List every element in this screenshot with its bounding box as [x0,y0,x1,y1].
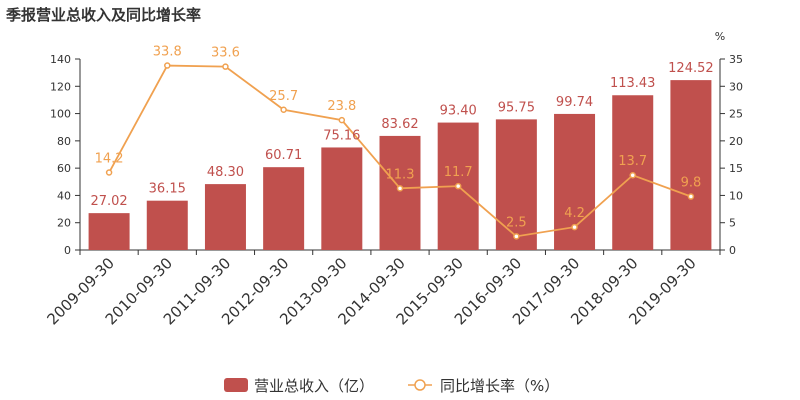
y-right-tick-label: 35 [729,53,743,66]
y-right-tick-label: 20 [729,135,743,148]
y-left-tick-label: 60 [57,162,71,175]
line-value-label: 11.7 [444,165,473,180]
y-left-tick-label: 100 [50,108,71,121]
line-value-label: 4.2 [564,206,585,221]
bar-value-label: 95.75 [498,100,535,115]
line-point [513,233,520,240]
data-labels: 27.02 36.15 48.30 60.71 75.16 83.62 93.40 95.75… [90,45,713,231]
line-point [164,62,171,69]
bar-value-label: 83.62 [381,117,418,132]
bar-series [88,80,712,250]
bar-value-label: 93.40 [440,104,477,119]
bar [321,147,363,250]
line-value-label: 33.6 [211,46,240,61]
y-right-tick-label: 0 [729,244,736,257]
line-point [280,106,287,114]
line-series [105,62,695,240]
bar [379,135,421,250]
legend-bar-swatch [224,378,248,392]
line-value-label: 13.7 [618,154,647,169]
bar [263,167,305,250]
y-left-tick-label: 120 [50,80,71,93]
bar [146,200,188,250]
line-point [454,182,462,190]
line-point [571,223,578,231]
line-value-label: 25.7 [269,89,298,104]
bar [495,119,537,250]
line-value-label: 11.3 [386,167,415,182]
y-left-tick-label: 140 [50,53,71,66]
bar-value-label: 113.43 [610,76,656,91]
bar-value-label: 48.30 [207,165,244,180]
legend-line-marker [414,379,426,391]
line-point [396,185,404,192]
bar [670,80,712,250]
y-left-tick-label: 80 [57,135,71,148]
legend-line-label: 同比增长率（%） [440,377,559,395]
bar-value-label: 60.71 [265,148,302,163]
legend: 营业总收入（亿） 同比增长率（%） [224,377,559,395]
y-right-tick-label: 10 [729,189,743,202]
y-right-tick-label: 5 [729,217,736,230]
line-point [105,169,113,176]
y-left-tick-label: 40 [57,189,71,202]
y-left-tick-label: 20 [57,217,71,230]
y-right-tick-label: 15 [729,162,743,175]
bar-value-label: 99.74 [556,95,593,110]
bar-value-label: 124.52 [668,61,714,76]
bar [204,184,246,250]
y-right-tick-label: 25 [729,108,743,121]
line-point [687,193,695,200]
chart-title: 季报营业总收入及同比增长率 [6,6,202,24]
line-value-label: 9.8 [681,176,702,191]
bar-value-label: 36.15 [149,182,186,197]
legend-bar-label: 营业总收入（亿） [254,377,374,395]
line-point [629,171,636,179]
line-value-label: 33.8 [153,45,182,60]
line-value-label: 14.2 [95,152,124,167]
line-point [222,63,229,70]
line-value-label: 2.5 [506,215,527,230]
bar-value-label: 75.16 [323,128,360,143]
y-left-tick-label: 0 [64,244,71,257]
line-point [338,116,346,124]
bar [88,213,130,250]
bar-value-label: 27.02 [90,194,127,209]
y-right-unit: % [715,30,725,43]
line-value-label: 23.8 [327,99,356,114]
y-right-tick-label: 30 [729,80,743,93]
